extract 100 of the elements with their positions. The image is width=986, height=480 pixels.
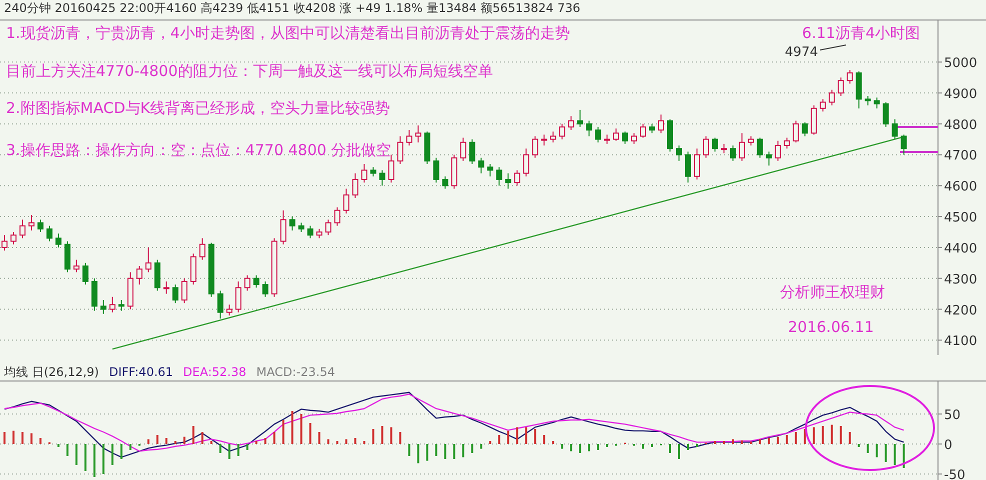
candlestick [505,172,512,190]
bar [120,444,122,459]
candlestick [145,246,152,273]
bar [588,444,590,452]
bar [246,444,248,450]
candlestick [163,280,170,294]
candlestick [352,172,358,199]
candlestick [586,120,592,137]
bar [219,444,222,453]
y-tick-label: -50 [944,468,966,480]
bar [561,444,564,449]
bar [435,444,438,456]
bar [471,444,474,453]
candlestick [892,118,898,140]
bar [210,441,212,444]
bar [174,441,176,444]
bar [722,441,725,444]
candlestick [226,304,232,316]
bar [309,423,312,444]
candlestick [874,97,880,109]
candlestick [496,166,502,186]
bar [255,441,258,444]
candlestick [702,136,709,158]
bar [201,432,204,444]
candlestick [631,132,638,144]
bar [21,432,24,444]
bar [848,432,851,444]
bar [732,439,734,444]
bar [363,441,366,444]
text: 240分钟 20160425 22:00开4160 高4239 低4151 收4208 涨 +49 1.18% 量13484 额56513824 736 [4,1,580,15]
candlestick [325,219,332,236]
candlestick [343,188,350,214]
chart-title: 均线 日(26,12,9) [3,365,99,379]
bar [111,444,114,465]
annotation: 4974 [784,45,818,60]
candlestick [738,132,745,162]
bar [543,435,546,444]
candlestick [298,222,304,232]
bar [84,444,86,471]
candlestick [478,157,484,174]
bar [884,444,887,462]
candlestick [469,138,476,165]
candlestick [460,137,466,162]
bar [237,444,240,456]
bar [534,429,536,444]
candlestick [766,151,772,166]
y-tick-label: 4100 [944,334,978,350]
candlestick [828,89,835,106]
bar [714,441,716,444]
candlestick [199,238,206,260]
bar [686,444,689,450]
bar [696,444,698,447]
candlestick [100,299,106,314]
candlestick [217,290,224,320]
bar [776,436,779,444]
y-tick-label: 4200 [944,303,978,318]
bar [93,444,96,477]
candlestick [181,278,188,304]
bar [822,426,824,444]
bar [30,433,32,444]
candlestick [253,274,260,288]
candlestick [523,148,530,177]
text: DIFF:40.61 [108,365,174,379]
bar [669,444,671,453]
y-tick-label: 5000 [944,56,978,72]
candlestick [792,120,799,143]
y-tick-label: 4300 [944,272,978,288]
candlestick [720,143,727,154]
annotation: 3.操作思路：操作方向：空：点位：4770 4800 分批做空 [6,141,392,159]
candlestick [541,134,548,146]
bar [876,444,878,458]
bar [768,438,770,444]
bar [300,414,302,444]
candlestick [568,116,574,131]
candlestick [379,170,386,186]
candlestick [19,219,26,239]
candlestick [532,136,538,158]
candlestick [10,232,16,245]
bar [336,441,338,444]
bar [866,444,869,453]
bar [75,444,78,465]
candlestick [514,170,520,186]
bar [66,444,68,456]
candlestick [442,176,448,190]
text: MACD:-23.54 [256,365,335,379]
candlestick [676,144,682,162]
candlestick [559,123,566,140]
bar [740,440,743,444]
candlestick [397,136,404,165]
bar [381,426,384,444]
bar [426,444,428,461]
y-tick-label: 4800 [944,118,978,133]
candlestick [802,122,808,137]
bar [291,411,294,444]
bar [840,426,842,444]
candlestick [415,124,422,143]
bar [327,439,330,444]
candlestick [334,206,340,226]
candlestick [658,114,664,134]
bar [858,444,860,447]
